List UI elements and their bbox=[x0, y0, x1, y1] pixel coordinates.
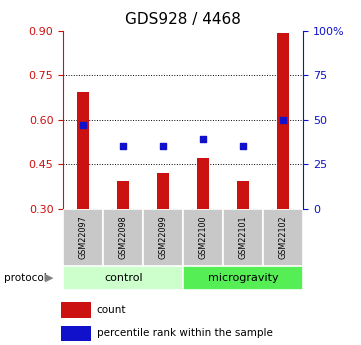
Bar bbox=[77, 92, 89, 209]
Text: microgravity: microgravity bbox=[208, 273, 279, 283]
Bar bbox=[157, 173, 169, 209]
Text: GSM22099: GSM22099 bbox=[159, 215, 168, 259]
Text: GSM22101: GSM22101 bbox=[239, 215, 248, 259]
Text: GSM22100: GSM22100 bbox=[199, 215, 208, 259]
Bar bbox=[63, 209, 103, 266]
Text: ▶: ▶ bbox=[44, 273, 53, 283]
Title: GDS928 / 4468: GDS928 / 4468 bbox=[125, 12, 241, 27]
Bar bbox=[61, 326, 91, 341]
Bar bbox=[183, 209, 223, 266]
Bar bbox=[117, 180, 129, 209]
Point bbox=[160, 143, 166, 148]
Text: control: control bbox=[104, 273, 143, 283]
Text: count: count bbox=[97, 305, 126, 315]
Point bbox=[240, 143, 246, 148]
Bar bbox=[263, 209, 303, 266]
Point bbox=[200, 136, 206, 142]
Text: GSM22097: GSM22097 bbox=[79, 215, 88, 259]
Point bbox=[120, 143, 126, 148]
Bar bbox=[237, 180, 249, 209]
Bar bbox=[61, 302, 91, 318]
Bar bbox=[63, 266, 183, 290]
Text: protocol: protocol bbox=[4, 273, 46, 283]
Bar bbox=[103, 209, 143, 266]
Bar bbox=[183, 266, 303, 290]
Text: percentile rank within the sample: percentile rank within the sample bbox=[97, 328, 273, 338]
Bar bbox=[277, 33, 289, 209]
Point bbox=[80, 122, 86, 128]
Bar bbox=[143, 209, 183, 266]
Point bbox=[280, 117, 286, 123]
Bar bbox=[197, 158, 209, 209]
Text: GSM22098: GSM22098 bbox=[119, 215, 128, 259]
Bar bbox=[223, 209, 263, 266]
Text: GSM22102: GSM22102 bbox=[279, 215, 288, 259]
